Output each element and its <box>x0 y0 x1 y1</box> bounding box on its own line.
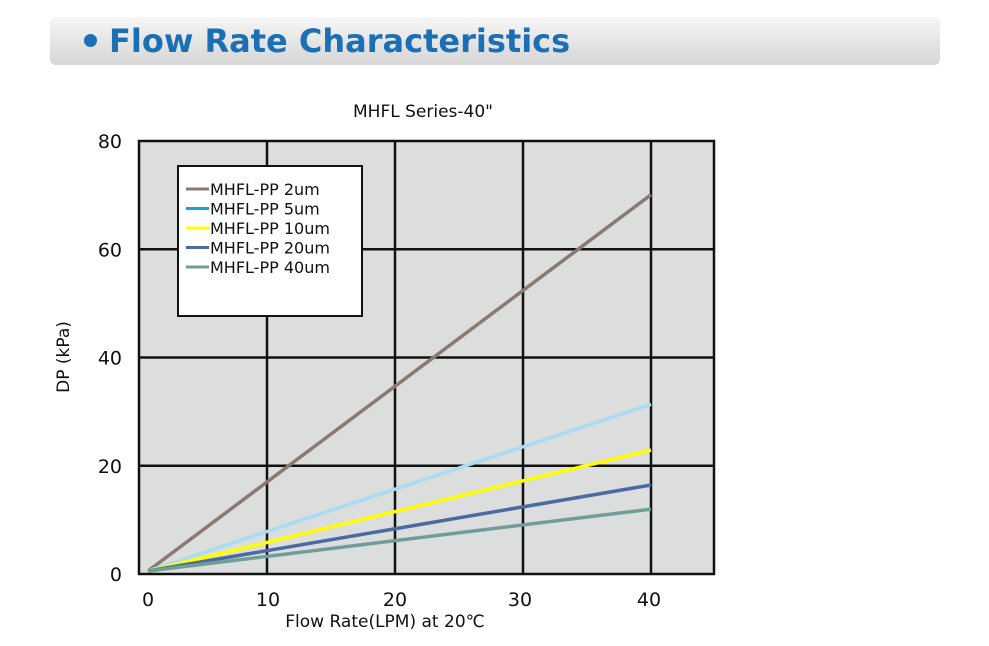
series-line-3 <box>147 448 652 573</box>
x-tick-label: 10 <box>256 589 280 611</box>
y-axis-label: DP (kPa) <box>54 321 74 393</box>
series-line-2 <box>147 402 652 573</box>
x-tick-label: 20 <box>383 589 407 611</box>
legend-label: MHFL-PP 40um <box>210 258 330 277</box>
x-tick-label: 40 <box>637 589 661 611</box>
legend-box <box>177 165 363 317</box>
y-tick-label: 20 <box>98 456 122 478</box>
bullet-dot-icon <box>84 34 97 47</box>
series-line-1 <box>146 193 653 573</box>
section-title: Flow Rate Characteristics <box>109 22 571 60</box>
chart-title: MHFL Series-40" <box>353 102 493 122</box>
legend-label: MHFL-PP 10um <box>210 219 330 238</box>
section-header-bar <box>50 17 940 65</box>
series-line-5 <box>147 507 652 573</box>
tick-labels: 0 10 20 30 40 0 20 40 60 80 <box>98 131 661 611</box>
x-axis-label: Flow Rate(LPM) at 20℃ <box>285 612 484 632</box>
x-tick-label: 0 <box>142 589 154 611</box>
series-lines <box>146 193 653 573</box>
legend-label: MHFL-PP 5um <box>210 200 320 219</box>
y-tick-label: 40 <box>98 348 122 370</box>
series-line-4 <box>147 483 652 573</box>
legend-label: MHFL-PP 20um <box>210 239 330 258</box>
y-tick-label: 0 <box>110 564 122 586</box>
legend-label: MHFL-PP 2um <box>210 180 320 199</box>
x-tick-label: 30 <box>508 589 532 611</box>
y-tick-label: 80 <box>98 131 122 153</box>
y-tick-label: 60 <box>98 239 122 261</box>
